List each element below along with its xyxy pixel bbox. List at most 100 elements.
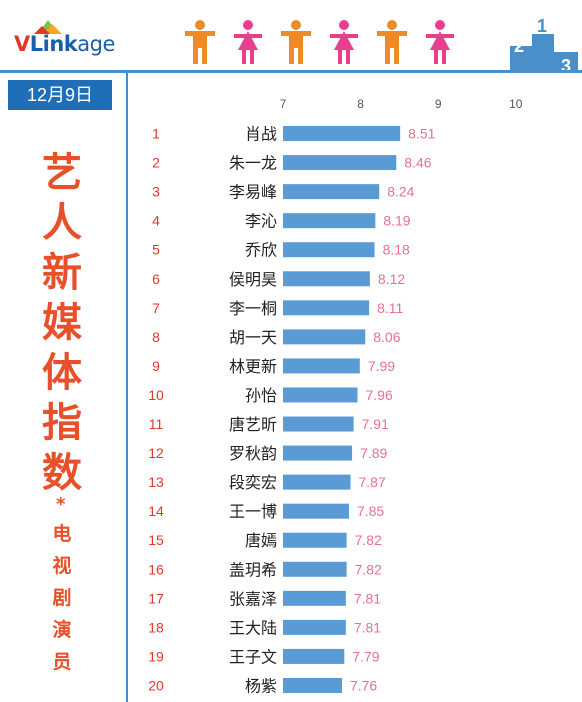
sidebar (0, 73, 128, 702)
value-label: 8.06 (373, 329, 400, 345)
male-person-icon (185, 20, 215, 64)
x-tick-label: 8 (357, 97, 364, 111)
podium-step-3 (554, 52, 578, 72)
category-label: 张嘉泽 (229, 589, 277, 608)
podium-label: 2 (514, 36, 524, 56)
bar (283, 126, 401, 142)
value-label: 7.87 (359, 474, 386, 490)
value-label: 7.76 (350, 677, 377, 693)
title-char: 媒 (42, 300, 82, 346)
chart-title: 艺人新媒体指数 (36, 148, 88, 498)
category-label: 段奕宏 (229, 473, 277, 492)
bar (283, 329, 366, 345)
title-char: 新 (42, 250, 82, 296)
value-label: 8.11 (377, 300, 403, 316)
female-person-icon (330, 20, 358, 64)
bar (283, 474, 351, 490)
category-label: 孙怡 (245, 386, 277, 405)
category-label: 杨紫 (245, 676, 277, 695)
rank-label: 11 (149, 416, 164, 432)
value-label: 7.81 (354, 590, 381, 606)
rank-label: 16 (148, 561, 164, 577)
logo-text: VLinkage (14, 32, 115, 56)
rank-label: 9 (152, 358, 160, 374)
rank-label: 5 (152, 242, 160, 258)
value-label: 7.96 (365, 387, 392, 403)
rank-label: 15 (148, 532, 164, 548)
rank-label: 1 (152, 126, 160, 142)
category-label: 盖玥希 (229, 560, 277, 579)
bar (283, 590, 346, 606)
value-label: 8.51 (408, 126, 435, 142)
header-divider (0, 70, 582, 73)
female-person-icon (234, 20, 262, 64)
title-char: 人 (42, 200, 82, 246)
rank-label: 4 (152, 213, 160, 229)
rank-label: 20 (148, 677, 164, 693)
bar (283, 271, 370, 287)
chart-subtitle: 电视剧演员 (48, 518, 76, 678)
category-label: 李易峰 (229, 183, 277, 202)
rank-label: 7 (152, 300, 160, 316)
bar (283, 184, 380, 200)
category-label: 罗秋韵 (229, 444, 277, 463)
rank-label: 19 (148, 648, 164, 664)
bar (283, 445, 353, 461)
category-label: 唐艺昕 (229, 415, 277, 434)
category-label: 王大陆 (229, 618, 277, 637)
bar (283, 503, 349, 519)
male-person-icon (281, 20, 311, 64)
value-label: 8.19 (383, 213, 410, 229)
category-label: 唐嫣 (245, 531, 277, 550)
rank-label: 8 (152, 329, 160, 345)
rank-label: 6 (152, 271, 160, 287)
rank-label: 17 (148, 590, 164, 606)
date-badge: 12月9日 (8, 80, 112, 110)
value-label: 7.81 (354, 619, 381, 635)
value-label: 7.82 (355, 532, 382, 548)
x-tick-label: 7 (280, 97, 287, 111)
subtitle-char: 剧 (52, 587, 72, 609)
value-label: 7.82 (355, 561, 382, 577)
subtitle-char: 视 (52, 555, 72, 577)
podium-icon: 21 3 (510, 16, 578, 72)
title-char: 体 (42, 350, 82, 396)
value-label: 7.91 (362, 416, 389, 432)
category-label: 王子文 (229, 647, 277, 666)
bar (283, 619, 346, 635)
title-char: 指 (42, 400, 82, 446)
vlinkage-logo: VLinkage (14, 18, 122, 58)
subtitle-char: 电 (52, 523, 72, 545)
category-label: 李一桐 (229, 299, 277, 318)
category-label: 肖战 (245, 125, 277, 144)
value-label: 8.46 (404, 155, 431, 171)
bar (283, 387, 358, 403)
category-label: 侯明昊 (229, 270, 277, 289)
bar (283, 648, 345, 664)
bar (283, 242, 375, 258)
value-label: 8.12 (378, 271, 405, 287)
logo-mark-icon (34, 20, 62, 34)
category-label: 李沁 (245, 212, 277, 231)
value-label: 7.79 (352, 648, 379, 664)
people-icons (185, 20, 454, 64)
value-label: 7.85 (357, 503, 384, 519)
title-char: 艺 (42, 150, 82, 196)
male-person-icon (377, 20, 407, 64)
bar (283, 300, 370, 316)
bar (283, 561, 347, 577)
value-label: 8.24 (387, 184, 414, 200)
podium-step-1 (532, 34, 554, 72)
x-tick-label: 9 (435, 97, 442, 111)
category-label: 林更新 (229, 357, 277, 376)
value-label: 7.99 (368, 358, 395, 374)
subtitle-char: 演 (52, 619, 72, 641)
rank-label: 14 (148, 503, 164, 519)
value-label: 7.89 (360, 445, 387, 461)
female-person-icon (426, 20, 454, 64)
rank-label: 2 (152, 155, 160, 171)
bar (283, 358, 360, 374)
bar (283, 155, 397, 171)
bar (283, 677, 342, 693)
category-label: 胡一天 (229, 328, 277, 347)
